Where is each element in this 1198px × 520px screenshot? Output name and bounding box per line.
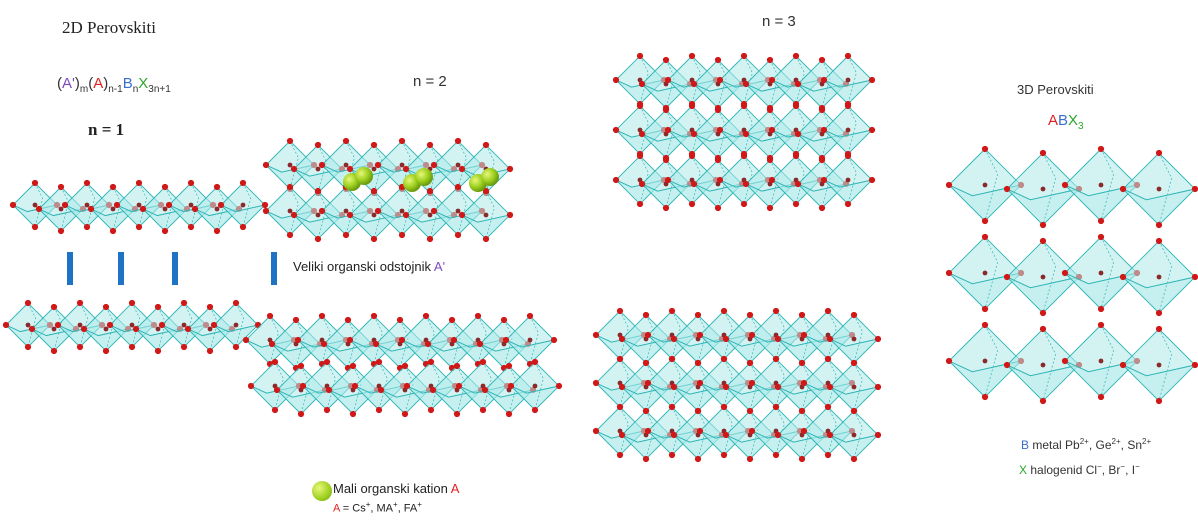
spacer-legend-label: Veliki organski odstojnik A' bbox=[293, 259, 446, 274]
n2-small-cations bbox=[343, 167, 499, 192]
spacer-legend-bar bbox=[271, 252, 277, 285]
n1-layer-top bbox=[9, 179, 269, 235]
title-3d-perovskites: 3D Perovskiti bbox=[1017, 82, 1094, 97]
spacer-bar-2 bbox=[118, 252, 124, 285]
n1-layer-bottom bbox=[2, 299, 262, 355]
general-formula-2d: (A')m(A)n-1BnX3n+1 bbox=[57, 75, 171, 95]
label-n3: n = 3 bbox=[762, 13, 796, 30]
n3-layer-bottom bbox=[592, 307, 882, 463]
n3-layer-top bbox=[612, 52, 876, 212]
cation-ball bbox=[481, 168, 499, 186]
perovskite-3d bbox=[945, 145, 1198, 405]
title-2d-perovskites: 2D Perovskiti bbox=[62, 18, 156, 37]
label-n1: n = 1 bbox=[88, 120, 125, 139]
formula-abx3: ABX3 bbox=[1048, 112, 1084, 132]
b-site-definition: B metal Pb2+, Ge2+, Sn2+ bbox=[1021, 437, 1152, 452]
small-cation-legend-label: Mali organski kation A bbox=[333, 481, 460, 496]
n2-layer-bottom bbox=[242, 312, 563, 418]
a-site-definition: A = Cs+, MA+, FA+ bbox=[333, 500, 422, 515]
small-cation-legend-ball bbox=[312, 481, 332, 501]
label-n2: n = 2 bbox=[413, 73, 447, 90]
spacer-bar-3 bbox=[172, 252, 178, 285]
cation-ball bbox=[355, 167, 373, 185]
cation-ball bbox=[415, 168, 433, 186]
n2-layer-top bbox=[262, 137, 514, 243]
x-site-definition: X halogenid Cl−, Br−, I− bbox=[1019, 462, 1140, 477]
spacer-bar-1 bbox=[67, 252, 73, 285]
